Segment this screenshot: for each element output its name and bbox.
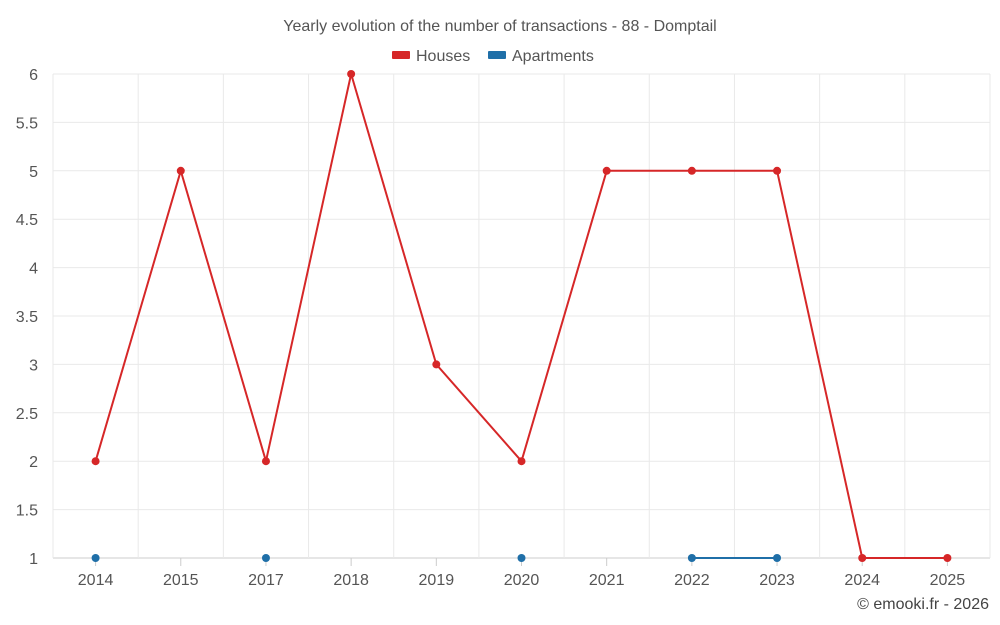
legend-label-houses: Houses bbox=[416, 48, 470, 65]
y-tick-label: 2 bbox=[29, 454, 38, 471]
y-tick-label: 3 bbox=[29, 357, 38, 374]
data-point-houses[interactable] bbox=[943, 554, 952, 562]
series-layer bbox=[91, 70, 952, 562]
legend-swatch-apartments bbox=[488, 51, 506, 59]
x-tick-label: 2020 bbox=[504, 572, 540, 589]
y-tick-label: 5 bbox=[29, 164, 38, 181]
y-tick-label: 5.5 bbox=[16, 115, 38, 132]
data-point-houses[interactable] bbox=[517, 457, 526, 466]
legend: Houses Apartments bbox=[392, 48, 594, 65]
data-point-apartments[interactable] bbox=[91, 554, 100, 562]
data-point-houses[interactable] bbox=[773, 166, 782, 175]
x-tick-label: 2014 bbox=[78, 572, 114, 589]
x-tick-label: 2015 bbox=[163, 572, 199, 589]
data-point-apartments[interactable] bbox=[687, 554, 696, 562]
x-tick-label: 2021 bbox=[589, 572, 625, 589]
y-tick-label: 1.5 bbox=[16, 503, 38, 520]
data-point-houses[interactable] bbox=[176, 166, 185, 175]
data-point-apartments[interactable] bbox=[773, 554, 782, 562]
x-tick-label: 2018 bbox=[333, 572, 369, 589]
data-point-houses[interactable] bbox=[261, 457, 270, 466]
legend-item-apartments[interactable]: Apartments bbox=[488, 48, 594, 65]
data-point-houses[interactable] bbox=[602, 166, 611, 175]
y-tick-label: 4.5 bbox=[16, 212, 38, 229]
y-tick-label: 4 bbox=[29, 261, 38, 278]
data-point-houses[interactable] bbox=[687, 166, 696, 175]
legend-label-apartments: Apartments bbox=[512, 48, 594, 65]
y-axis: 1 1.5 2 2.5 3 3.5 4 4.5 5 5.5 6 bbox=[16, 67, 38, 568]
y-tick-label: 6 bbox=[29, 67, 38, 84]
data-point-apartments[interactable] bbox=[517, 554, 526, 562]
y-tick-label: 2.5 bbox=[16, 406, 38, 423]
grid bbox=[52, 73, 991, 559]
data-point-houses[interactable] bbox=[347, 70, 356, 78]
credit: © emooki.fr - 2026 bbox=[857, 596, 989, 613]
data-point-houses[interactable] bbox=[432, 360, 441, 369]
series-houses bbox=[91, 70, 952, 562]
x-tick-label: 2017 bbox=[248, 572, 284, 589]
legend-swatch-houses bbox=[392, 51, 410, 59]
data-point-apartments[interactable] bbox=[261, 554, 270, 562]
x-tick-label: 2019 bbox=[419, 572, 455, 589]
x-tick-label: 2023 bbox=[759, 572, 795, 589]
x-tick-label: 2024 bbox=[844, 572, 880, 589]
x-tick-label: 2025 bbox=[930, 572, 966, 589]
legend-item-houses[interactable]: Houses bbox=[392, 48, 470, 65]
x-tick-label: 2022 bbox=[674, 572, 710, 589]
data-point-houses[interactable] bbox=[858, 554, 867, 562]
x-axis: 2014 2015 2017 2018 2019 2020 2021 2022 2023 2024… bbox=[78, 558, 966, 589]
y-tick-label: 1 bbox=[29, 551, 38, 568]
y-tick-label: 3.5 bbox=[16, 309, 38, 326]
series-apartments bbox=[91, 554, 782, 562]
data-point-houses[interactable] bbox=[91, 457, 100, 466]
chart-title: Yearly evolution of the number of transa… bbox=[283, 18, 716, 35]
